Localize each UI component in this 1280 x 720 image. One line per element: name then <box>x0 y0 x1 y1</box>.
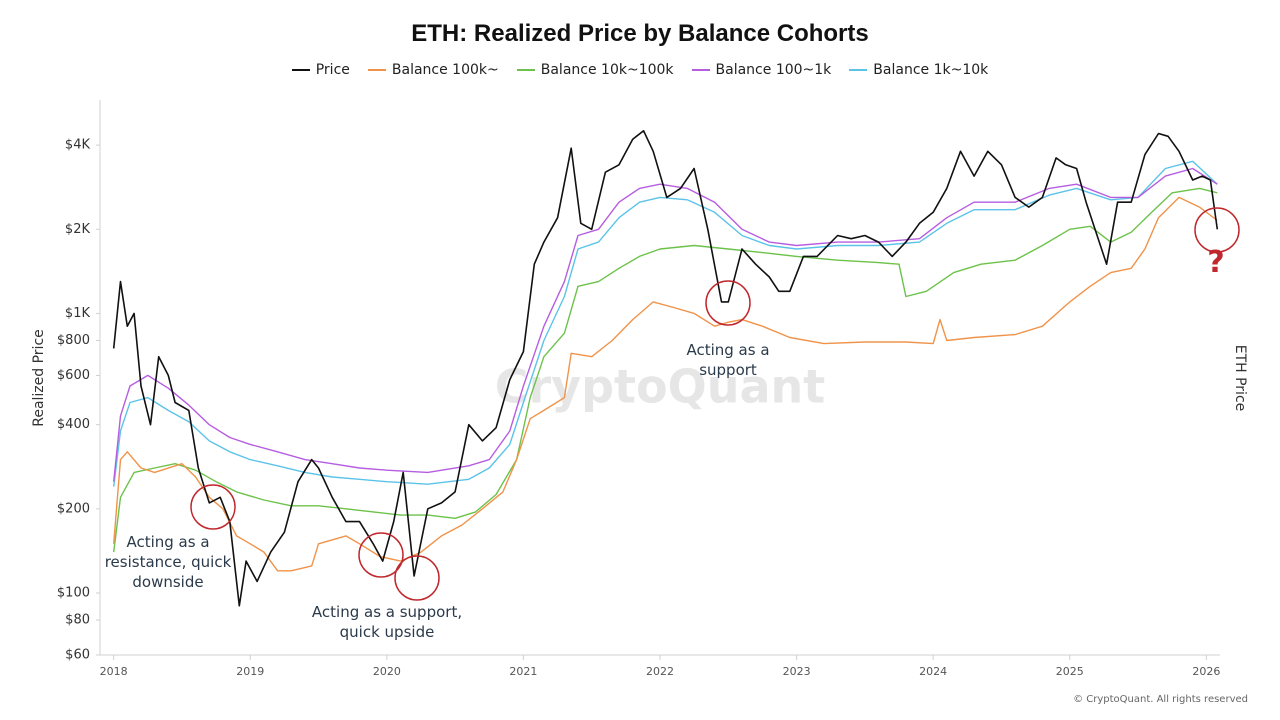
y-tick-label: $800 <box>57 333 90 348</box>
annotation: Acting as a <box>686 341 769 359</box>
series-line <box>113 160 1218 487</box>
annotation: resistance, quick <box>105 553 232 571</box>
legend-swatch <box>291 69 310 71</box>
legend-item[interactable]: Balance 100k~ <box>367 62 499 78</box>
series-line <box>113 196 1218 572</box>
legend-swatch <box>367 69 386 71</box>
series-line <box>113 187 1218 553</box>
x-tick-label: 2025 <box>1056 665 1084 678</box>
legend-label: Balance 100~1k <box>715 62 832 78</box>
annotation: downside <box>132 573 203 591</box>
x-tick-label: 2018 <box>100 665 128 678</box>
annotation: support <box>699 361 757 379</box>
x-tick-label: 2021 <box>509 665 537 678</box>
chart-title: ETH: Realized Price by Balance Cohorts <box>411 20 869 47</box>
legend-item[interactable]: Price <box>291 62 350 78</box>
x-tick-label: 2026 <box>1192 665 1220 678</box>
annotation: quick upside <box>340 623 435 641</box>
annotation: Acting as a support, <box>312 603 462 621</box>
copyright: © CryptoQuant. All rights reserved <box>1073 694 1248 705</box>
annotation: ? <box>1207 245 1224 280</box>
legend-item[interactable]: Balance 10k~100k <box>516 62 674 78</box>
annotation: Acting as a <box>126 533 209 551</box>
highlight-circle <box>190 484 236 530</box>
legend-swatch <box>849 69 868 71</box>
y-tick-label: $200 <box>57 501 90 516</box>
legend-swatch <box>691 69 710 71</box>
highlight-circle <box>394 555 440 601</box>
y2-axis-title: ETH Price <box>1232 345 1248 412</box>
series-line <box>112 130 1219 607</box>
legend-swatch <box>516 69 535 71</box>
y-tick-label: $400 <box>57 417 90 432</box>
legend-label: Balance 1k~10k <box>873 62 989 78</box>
x-tick-label: 2020 <box>373 665 401 678</box>
highlight-circle <box>1194 207 1240 253</box>
y-tick-label: $60 <box>65 648 90 663</box>
legend-label: Balance 10k~100k <box>540 62 674 78</box>
legend-item[interactable]: Balance 100~1k <box>691 62 832 78</box>
legend-label: Balance 100k~ <box>391 62 499 78</box>
legend: Price Balance 100k~ Balance 10k~100k Balanc… <box>0 62 1280 78</box>
y-tick-label: $600 <box>57 368 90 383</box>
x-tick-label: 2019 <box>236 665 264 678</box>
series-line <box>113 167 1218 482</box>
legend-label: Price <box>315 62 350 78</box>
highlight-circle <box>705 280 751 326</box>
watermark: CryptoQuant <box>495 360 826 414</box>
y-tick-label: $4K <box>65 138 91 153</box>
legend-item[interactable]: Balance 1k~10k <box>849 62 988 78</box>
highlight-circle <box>358 532 404 578</box>
x-tick-label: 2023 <box>783 665 811 678</box>
y-tick-label: $2K <box>65 222 91 237</box>
x-tick-label: 2022 <box>646 665 674 678</box>
x-tick-label: 2024 <box>919 665 947 678</box>
y-tick-label: $80 <box>65 613 90 628</box>
y-tick-label: $100 <box>57 585 90 600</box>
y-tick-label: $1K <box>65 306 91 321</box>
y-axis-title: Realized Price <box>31 329 47 427</box>
